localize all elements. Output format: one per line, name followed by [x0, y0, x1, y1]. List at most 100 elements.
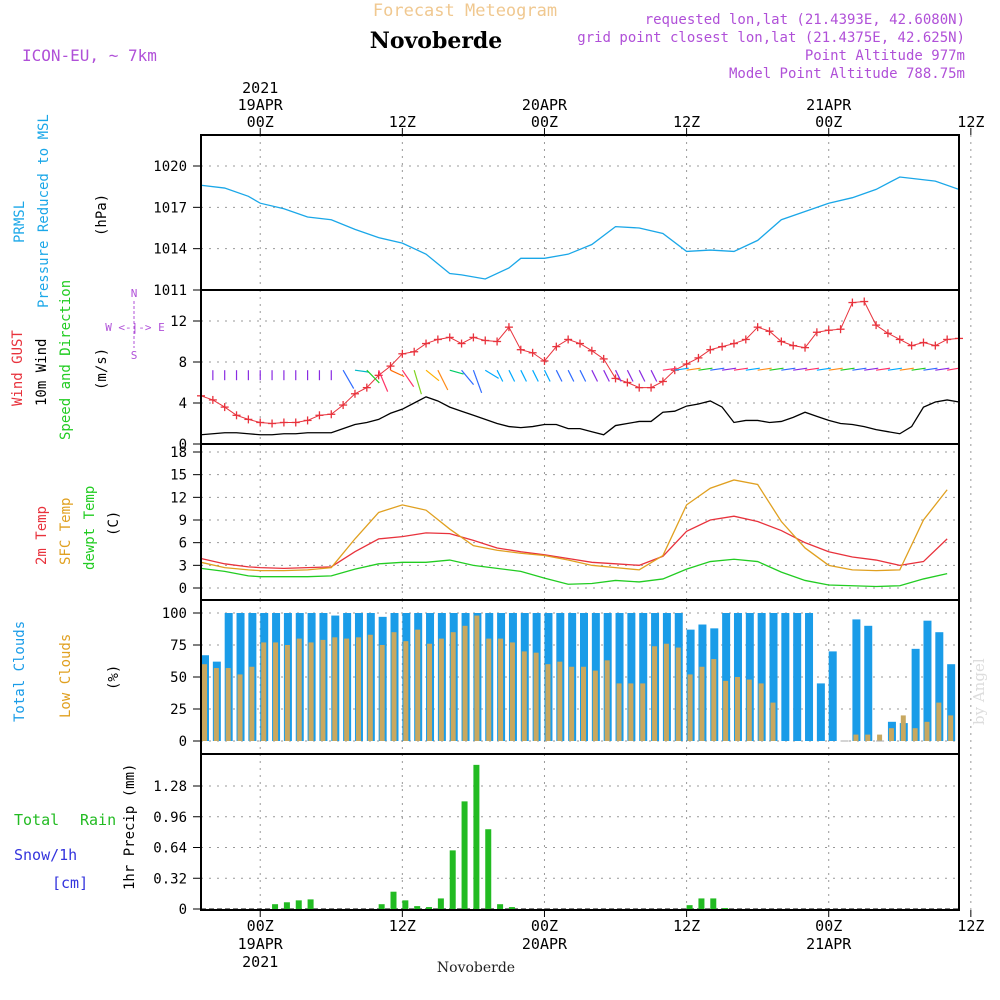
gust-point	[422, 339, 431, 348]
rain-bar	[378, 904, 385, 909]
low-cloud-bar	[746, 679, 752, 741]
precip-frame	[200, 753, 960, 911]
cloud-side-labels: Total Clouds Low Clouds (%)	[12, 621, 122, 722]
gust-point	[943, 335, 952, 344]
wind10-line	[200, 396, 960, 436]
bottom-time-label: 12Z	[389, 917, 416, 935]
temp-unit: (C)	[106, 511, 122, 536]
total-cloud-bar	[864, 625, 873, 741]
low-cloud-bar	[261, 642, 267, 741]
total-cloud-bar	[923, 620, 932, 741]
bottom-time-label: 21APR	[806, 935, 852, 953]
total-cloud-bar	[828, 651, 837, 741]
precip-panel: 0 0.32 0.64 0.96 1.28	[153, 753, 972, 918]
precip-ytick-label: 1.28	[153, 779, 187, 795]
low-cloud-bar	[640, 683, 646, 741]
total-cloud-bar	[639, 613, 648, 741]
wind-frame	[200, 289, 960, 445]
wind-arrow	[532, 369, 539, 382]
wind-arrow	[366, 369, 380, 384]
gust-point	[789, 341, 798, 350]
rain-bar	[449, 850, 456, 909]
rain-bar	[390, 891, 397, 909]
low-cloud-bar	[758, 683, 764, 741]
dewpt-line	[200, 558, 948, 588]
low-cloud-bar	[569, 666, 575, 741]
low-cloud-bar	[202, 664, 207, 741]
gust-point	[232, 411, 241, 420]
wind-arrow	[876, 367, 891, 371]
model-altitude: Model Point Altitude 788.75m	[729, 66, 965, 82]
location-title: Novoberde	[370, 28, 503, 54]
wind-side-labels: Wind GUST 10m Wind Speed and Direction (…	[10, 280, 165, 440]
low-cloud-bar	[592, 670, 598, 741]
pressure-panel: 1011 1014 1017 1020	[153, 134, 972, 299]
low-cloud-bar	[450, 632, 456, 741]
rain-bar	[402, 900, 409, 909]
pressure-side-labels: PRMSL Pressure Reduced to MSL (hPa)	[12, 114, 110, 308]
low-cloud-bar	[237, 674, 243, 741]
gust-point	[279, 418, 288, 427]
rain-bar	[437, 898, 444, 909]
wind-arrow	[425, 369, 440, 382]
temperature-ytick-label: 18	[170, 445, 187, 461]
gust-point	[291, 418, 300, 427]
closest-coords: grid point closest lon,lat (21.4375E, 42…	[577, 30, 965, 46]
gust-point	[504, 323, 513, 332]
gust-point	[244, 415, 253, 424]
gust-point	[895, 335, 904, 344]
low-clouds-label: Low Clouds	[58, 634, 74, 718]
low-cloud-bar	[379, 645, 385, 741]
gust-point	[386, 362, 395, 371]
low-cloud-bar	[355, 637, 361, 741]
gust-point	[718, 342, 727, 351]
low-cloud-bar	[723, 680, 729, 741]
gust-point	[872, 321, 881, 330]
gust-point	[658, 377, 667, 386]
gust-point	[268, 419, 277, 428]
speed-dir-label: Speed and Direction	[58, 280, 74, 440]
compass-n: N	[131, 287, 138, 300]
gust-point	[208, 395, 217, 404]
snow-label: Snow/1h	[14, 846, 77, 864]
clouds-ytick-label: 50	[170, 670, 187, 686]
wind-arrow	[793, 367, 808, 371]
wind-arrow	[484, 369, 499, 379]
gust-point	[729, 339, 738, 348]
wind-ytick-label: 12	[170, 314, 187, 330]
rain-bar	[426, 907, 433, 909]
wind-arrow	[864, 367, 879, 371]
rain-bar	[272, 904, 279, 909]
wind-arrow	[911, 367, 926, 371]
low-cloud-bar	[687, 674, 693, 741]
pressure-ytick-label: 1014	[153, 242, 187, 258]
wind-arrow	[437, 369, 449, 391]
temperature-ytick-label: 9	[179, 513, 187, 529]
low-cloud-bar	[652, 646, 658, 741]
low-cloud-bar	[320, 639, 326, 741]
low-cloud-bar	[711, 659, 717, 741]
wind-arrow	[852, 367, 867, 371]
gust-point	[339, 401, 348, 410]
wind-arrow	[390, 369, 405, 378]
wind-arrow	[674, 367, 689, 371]
rain-bar	[722, 908, 729, 909]
low-cloud-bar	[509, 642, 515, 741]
wind-ytick-label: 0	[179, 437, 187, 453]
precip-axis-label: 1hr Precip (mm)	[122, 764, 138, 890]
bottom-time-label: 12Z	[673, 917, 700, 935]
wind-arrow	[899, 367, 914, 371]
low-cloud-bar	[249, 666, 255, 741]
precip-ytick-label: 0.96	[153, 810, 187, 826]
wind-arrow	[638, 369, 646, 382]
rain-bar	[508, 907, 515, 909]
wind-arrow	[461, 369, 475, 386]
gust-point	[931, 341, 940, 350]
temp-side-labels: 2m Temp SFC Temp dewpt Temp (C)	[34, 486, 122, 570]
precip-side-labels: Total Rain Snow/1h [cm] 1hr Precip (mm)	[14, 764, 138, 892]
low-cloud-bar	[770, 702, 776, 741]
wind-arrow	[804, 367, 820, 371]
cloud-unit: (%)	[106, 665, 122, 690]
low-cloud-bar	[438, 638, 444, 741]
low-cloud-bar	[284, 645, 290, 741]
